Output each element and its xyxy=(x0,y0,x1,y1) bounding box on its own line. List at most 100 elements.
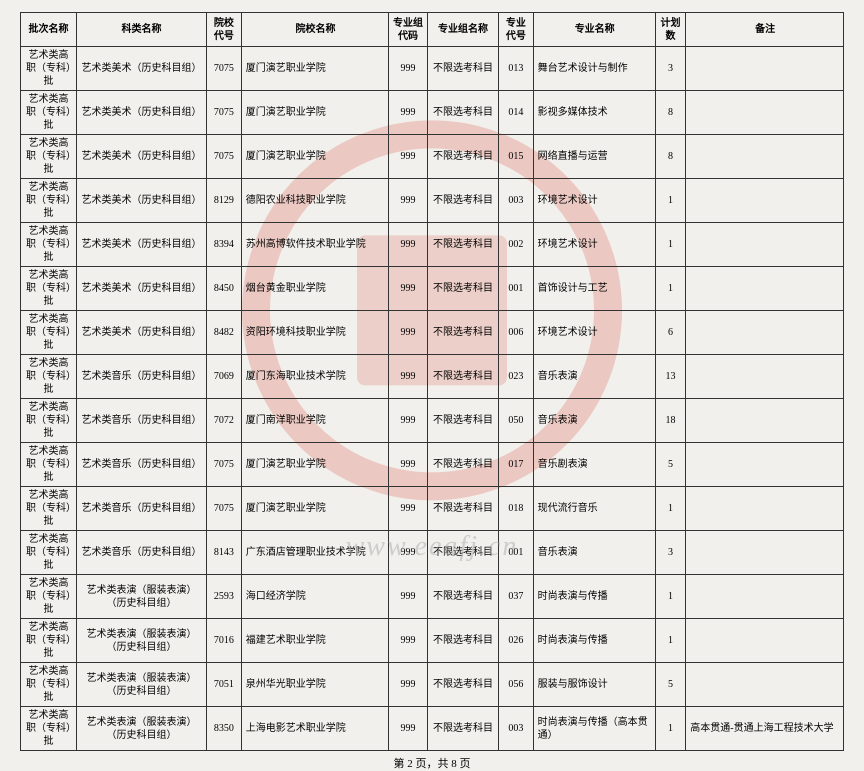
cell: 艺术类表演（服装表演）（历史科目组） xyxy=(76,575,206,619)
cell xyxy=(686,267,844,311)
cell: 厦门演艺职业学院 xyxy=(241,135,389,179)
cell: 艺术类高职（专科）批 xyxy=(21,179,77,223)
table-row: 艺术类高职（专科）批艺术类美术（历史科目组）8129德阳农业科技职业学院999不… xyxy=(21,179,844,223)
cell: 时尚表演与传播（高本贯通） xyxy=(533,707,655,751)
cell: 艺术类高职（专科）批 xyxy=(21,531,77,575)
cell: 音乐剧表演 xyxy=(533,443,655,487)
cell: 不限选考科目 xyxy=(427,91,498,135)
cell xyxy=(686,619,844,663)
cell: 999 xyxy=(389,663,428,707)
cell: 音乐表演 xyxy=(533,531,655,575)
cell: 环境艺术设计 xyxy=(533,179,655,223)
cell: 艺术类音乐（历史科目组） xyxy=(76,443,206,487)
cell: 艺术类高职（专科）批 xyxy=(21,443,77,487)
cell: 艺术类高职（专科）批 xyxy=(21,135,77,179)
cell: 不限选考科目 xyxy=(427,707,498,751)
cell: 艺术类音乐（历史科目组） xyxy=(76,355,206,399)
cell: 8394 xyxy=(207,223,242,267)
cell: 艺术类高职（专科）批 xyxy=(21,575,77,619)
cell: 8 xyxy=(655,91,686,135)
cell: 艺术类美术（历史科目组） xyxy=(76,135,206,179)
cell: 不限选考科目 xyxy=(427,619,498,663)
cell: 015 xyxy=(499,135,534,179)
cell: 不限选考科目 xyxy=(427,443,498,487)
table-row: 艺术类高职（专科）批艺术类音乐（历史科目组）7069厦门东海职业技术学院999不… xyxy=(21,355,844,399)
cell: 艺术类高职（专科）批 xyxy=(21,663,77,707)
cell: 不限选考科目 xyxy=(427,223,498,267)
cell: 艺术类高职（专科）批 xyxy=(21,47,77,91)
cell: 001 xyxy=(499,531,534,575)
col-header: 计划数 xyxy=(655,13,686,47)
cell: 999 xyxy=(389,443,428,487)
cell: 999 xyxy=(389,619,428,663)
cell: 艺术类高职（专科）批 xyxy=(21,91,77,135)
cell xyxy=(686,399,844,443)
cell: 音乐表演 xyxy=(533,355,655,399)
cell: 014 xyxy=(499,91,534,135)
cell: 1 xyxy=(655,223,686,267)
cell: 不限选考科目 xyxy=(427,399,498,443)
cell xyxy=(686,487,844,531)
cell: 999 xyxy=(389,399,428,443)
cell: 017 xyxy=(499,443,534,487)
cell: 999 xyxy=(389,223,428,267)
cell: 6 xyxy=(655,311,686,355)
cell xyxy=(686,663,844,707)
cell xyxy=(686,531,844,575)
cell: 023 xyxy=(499,355,534,399)
cell: 18 xyxy=(655,399,686,443)
col-header: 专业名称 xyxy=(533,13,655,47)
cell: 艺术类高职（专科）批 xyxy=(21,399,77,443)
cell: 高本贯通-贯通上海工程技术大学 xyxy=(686,707,844,751)
cell: 舞台艺术设计与制作 xyxy=(533,47,655,91)
cell: 1 xyxy=(655,267,686,311)
cell: 5 xyxy=(655,663,686,707)
cell: 5 xyxy=(655,443,686,487)
cell: 不限选考科目 xyxy=(427,179,498,223)
cell: 不限选考科目 xyxy=(427,135,498,179)
cell: 厦门演艺职业学院 xyxy=(241,487,389,531)
cell: 13 xyxy=(655,355,686,399)
cell: 艺术类高职（专科）批 xyxy=(21,355,77,399)
cell: 3 xyxy=(655,47,686,91)
cell: 002 xyxy=(499,223,534,267)
cell: 999 xyxy=(389,531,428,575)
cell: 999 xyxy=(389,707,428,751)
cell: 999 xyxy=(389,267,428,311)
cell: 不限选考科目 xyxy=(427,267,498,311)
cell: 艺术类音乐（历史科目组） xyxy=(76,399,206,443)
cell: 音乐表演 xyxy=(533,399,655,443)
cell: 艺术类表演（服装表演）（历史科目组） xyxy=(76,663,206,707)
cell xyxy=(686,443,844,487)
cell: 不限选考科目 xyxy=(427,311,498,355)
cell: 泉州华光职业学院 xyxy=(241,663,389,707)
cell: 艺术类美术（历史科目组） xyxy=(76,47,206,91)
cell: 不限选考科目 xyxy=(427,487,498,531)
cell xyxy=(686,47,844,91)
cell xyxy=(686,91,844,135)
cell: 999 xyxy=(389,47,428,91)
cell: 1 xyxy=(655,487,686,531)
cell xyxy=(686,179,844,223)
cell: 艺术类高职（专科）批 xyxy=(21,311,77,355)
cell: 环境艺术设计 xyxy=(533,223,655,267)
col-header: 专业代号 xyxy=(499,13,534,47)
table-row: 艺术类高职（专科）批艺术类音乐（历史科目组）7075厦门演艺职业学院999不限选… xyxy=(21,443,844,487)
cell: 7075 xyxy=(207,47,242,91)
cell: 厦门东海职业技术学院 xyxy=(241,355,389,399)
cell: 艺术类高职（专科）批 xyxy=(21,487,77,531)
cell: 厦门南洋职业学院 xyxy=(241,399,389,443)
col-header: 院校代号 xyxy=(207,13,242,47)
cell: 7072 xyxy=(207,399,242,443)
cell: 艺术类美术（历史科目组） xyxy=(76,179,206,223)
cell: 003 xyxy=(499,707,534,751)
cell: 艺术类高职（专科）批 xyxy=(21,619,77,663)
cell: 7016 xyxy=(207,619,242,663)
cell: 999 xyxy=(389,179,428,223)
cell: 时尚表演与传播 xyxy=(533,575,655,619)
table-row: 艺术类高职（专科）批艺术类表演（服装表演）（历史科目组）7016福建艺术职业学院… xyxy=(21,619,844,663)
cell: 1 xyxy=(655,575,686,619)
cell xyxy=(686,135,844,179)
table-row: 艺术类高职（专科）批艺术类表演（服装表演）（历史科目组）2593海口经济学院99… xyxy=(21,575,844,619)
cell: 8450 xyxy=(207,267,242,311)
